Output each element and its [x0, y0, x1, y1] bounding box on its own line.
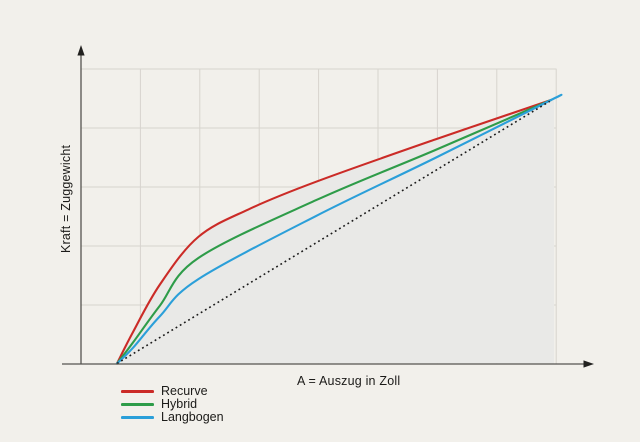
y-axis-arrow-icon — [77, 45, 85, 56]
y-axis-label: Kraft = Zuggewicht — [59, 144, 73, 253]
legend-item-recurve: Recurve — [121, 385, 224, 398]
curves — [115, 93, 563, 365]
langbogen-line-swatch-icon — [121, 416, 154, 419]
curve-linear-reference — [116, 100, 551, 365]
x-axis-label: A = Auszug in Zoll — [297, 374, 401, 388]
curve-recurve — [115, 98, 553, 365]
legend: Recurve Hybrid Langbogen — [121, 385, 224, 424]
legend-item-hybrid: Hybrid — [121, 398, 224, 411]
legend-label: Recurve — [161, 384, 208, 398]
legend-item-langbogen: Langbogen — [121, 411, 224, 424]
legend-label: Langbogen — [161, 410, 224, 424]
curve-langbogen — [115, 93, 563, 365]
x-axis-arrow-icon — [583, 360, 594, 368]
recurve-line-swatch-icon — [121, 390, 154, 393]
legend-label: Hybrid — [161, 397, 198, 411]
hybrid-line-swatch-icon — [121, 403, 154, 406]
axes — [62, 45, 594, 368]
curve-hybrid — [115, 98, 553, 365]
